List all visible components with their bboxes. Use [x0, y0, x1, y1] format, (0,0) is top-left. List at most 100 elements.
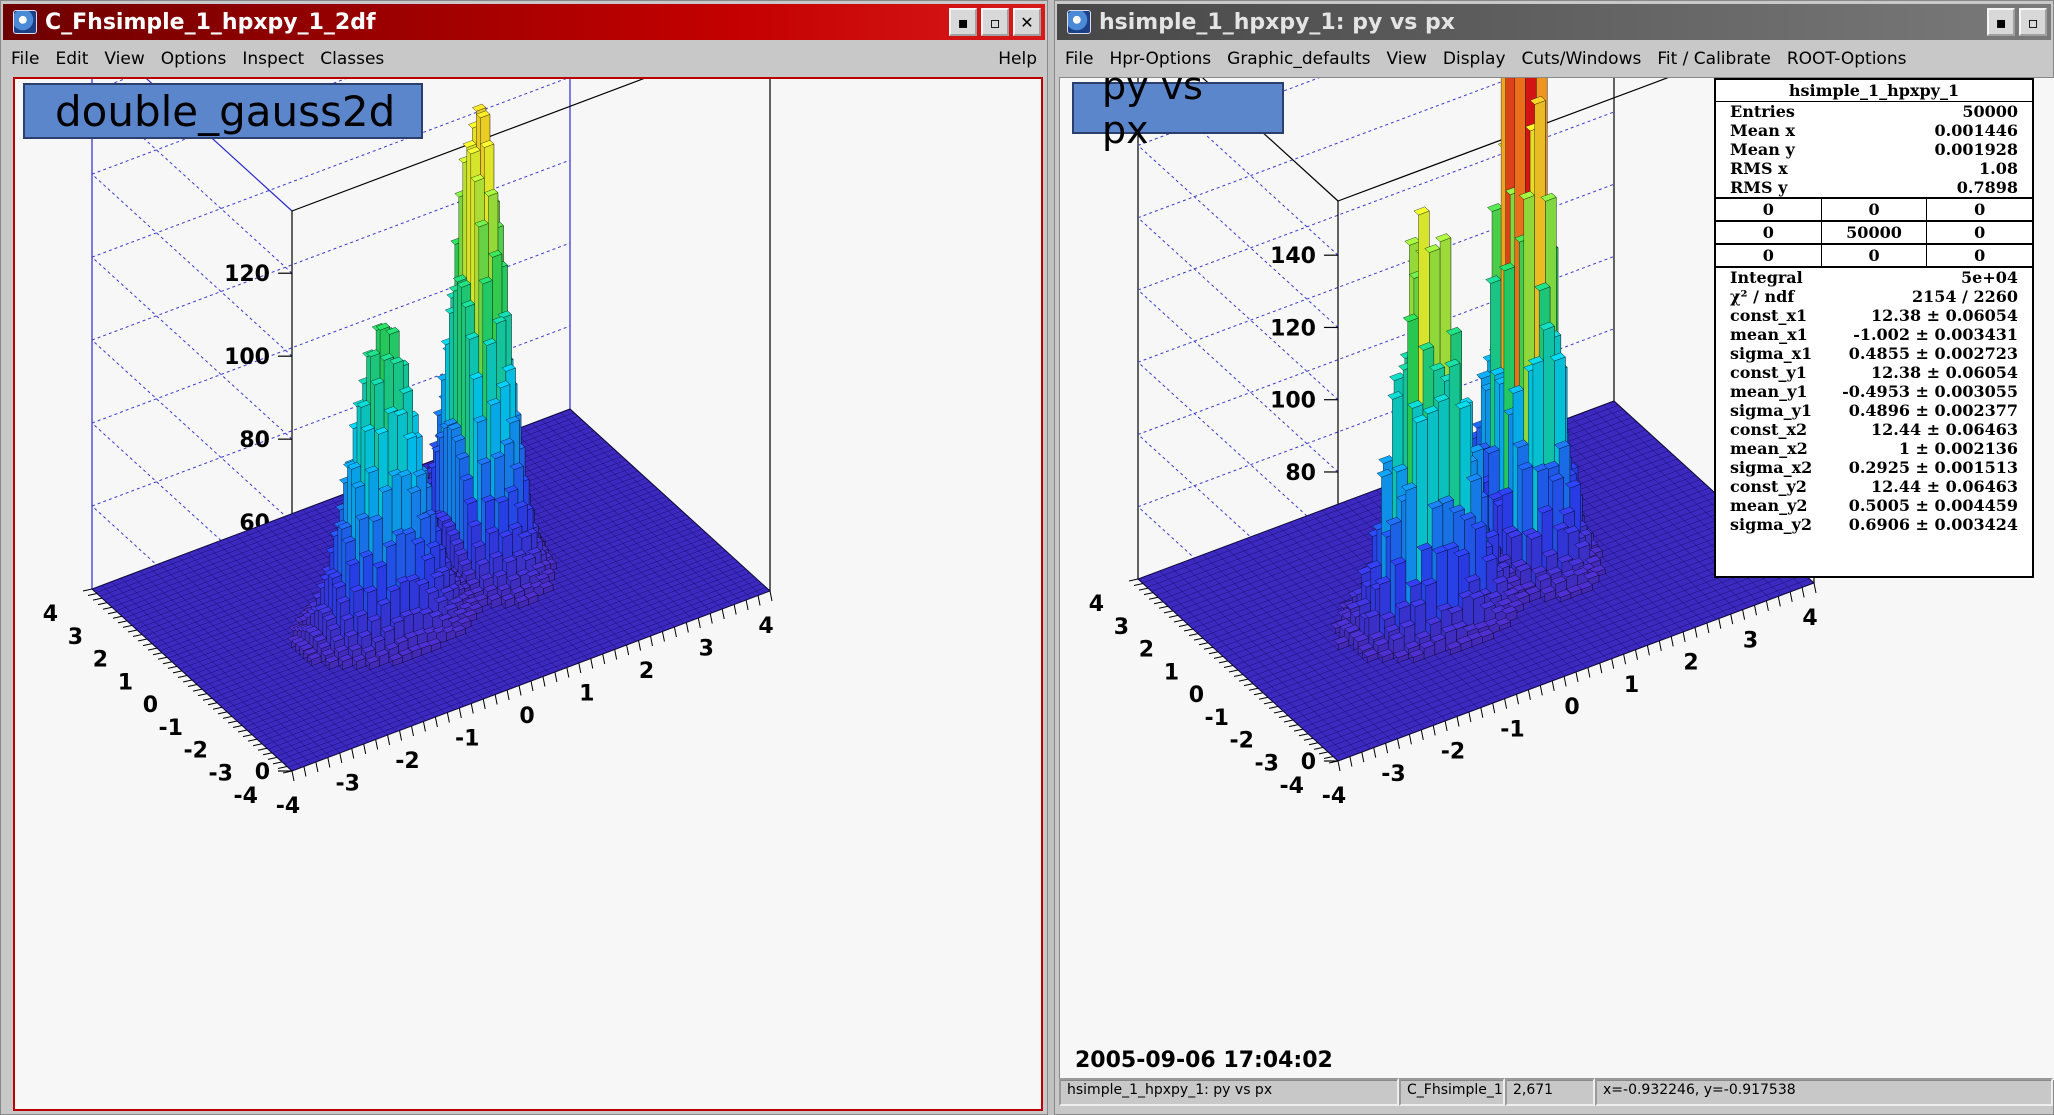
root-app-icon[interactable]: [13, 10, 37, 34]
surface-cell: [390, 615, 405, 624]
surface-cell: [1546, 566, 1563, 576]
status-coords: x=-0.932246, y=-0.917538: [1595, 1078, 2053, 1106]
menu-classes[interactable]: Classes: [320, 49, 385, 69]
y-minor-tick: [1263, 701, 1274, 705]
x-minor-tick: [363, 743, 367, 755]
left-canvas[interactable]: 020406080100120-4-3-2-101234-4-3-2-10123…: [13, 0, 1043, 1111]
y-minor-tick: [82, 588, 93, 592]
y-minor-tick: [1218, 660, 1229, 664]
maximize-button[interactable]: ▫: [981, 8, 1009, 36]
y-minor-tick: [102, 606, 113, 610]
surface-cell: [374, 426, 389, 435]
y-minor-tick: [127, 629, 138, 633]
close-button[interactable]: ✕: [1013, 8, 1041, 36]
stat-value: 12.44 ± 0.06463: [1870, 420, 2018, 439]
surface-cell: [1445, 641, 1462, 650]
x-minor-tick: [733, 604, 737, 615]
surface-cell: [1436, 602, 1453, 612]
x-minor-tick: [291, 770, 295, 782]
x-minor-tick: [1682, 631, 1686, 643]
grid-line: [91, 0, 556, 175]
stats-box[interactable]: hsimple_1_hpxpy_1 Entries 50000 Mean x 0.00…: [1714, 78, 2034, 578]
menu-hpr-options[interactable]: Hpr-Options: [1109, 49, 1212, 69]
surface-cell: [1565, 479, 1582, 489]
stat-label: const_y2: [1730, 477, 1807, 496]
surface-cell: [364, 465, 379, 474]
x-minor-tick: [685, 622, 689, 633]
surface-cell: [1557, 554, 1574, 564]
maximize-button[interactable]: ▫: [2019, 8, 2047, 36]
menu-file[interactable]: File: [1065, 49, 1094, 69]
floor-mesh: [560, 412, 761, 595]
left-titlebar[interactable]: C_Fhsimple_1_hpxpy_1_2df ▪ ▫ ✕: [3, 4, 1045, 40]
surface-cell: [357, 630, 372, 638]
surface-cell: [422, 626, 438, 635]
surface-cell: [1541, 548, 1558, 558]
menu-view[interactable]: View: [1386, 49, 1427, 69]
y-minor-tick: [247, 738, 258, 742]
grid-line: [91, 76, 571, 258]
surface-cell: [1465, 473, 1482, 482]
menu-view[interactable]: View: [104, 49, 145, 69]
surface-cell: [1479, 600, 1496, 610]
y-tick-label: 1: [118, 670, 133, 695]
menu-root-options[interactable]: ROOT-Options: [1786, 49, 1907, 69]
surface-cell: [1387, 391, 1404, 400]
surface-cell: [371, 635, 386, 643]
menu-cuts-windows[interactable]: Cuts/Windows: [1521, 49, 1642, 69]
menu-help[interactable]: Help: [998, 49, 1037, 69]
x-minor-tick: [1575, 671, 1579, 683]
surface-cell: [1576, 581, 1593, 590]
y-minor-tick: [87, 593, 98, 597]
surface-cell: [504, 485, 519, 493]
grid-line: [1137, 256, 1615, 435]
surface-cell: [488, 249, 503, 258]
surface-cell: [1403, 640, 1420, 650]
menu-edit[interactable]: Edit: [55, 49, 89, 69]
grid-line: [91, 325, 571, 507]
surface-cell: [437, 514, 453, 523]
menu-graphic-defaults[interactable]: Graphic_defaults: [1227, 49, 1371, 69]
x-minor-tick: [1587, 667, 1591, 678]
lego-plot-right[interactable]: 020406080100120140-4-3-2-101234-4-3-2-10…: [1060, 0, 2054, 1080]
y-minor-tick: [1233, 674, 1244, 678]
status-bin: 2,671: [1505, 1078, 1595, 1106]
surface-plot-left[interactable]: 020406080100120-4-3-2-101234-4-3-2-10123…: [15, 0, 1041, 1109]
surface-cell: [480, 140, 495, 148]
menu-options[interactable]: Options: [160, 49, 227, 69]
stat-label: sigma_x2: [1730, 458, 1813, 477]
x-minor-tick: [1670, 636, 1674, 647]
y-minor-tick: [267, 756, 278, 760]
surface-cell: [456, 280, 472, 288]
x-minor-tick: [578, 662, 582, 674]
menu-fit-calibrate[interactable]: Fit / Calibrate: [1657, 49, 1771, 69]
stat-value: 5e+04: [1961, 268, 2018, 287]
surface-cell: [383, 406, 398, 414]
surface-cell: [470, 174, 485, 182]
stat-label: Mean y: [1730, 140, 1795, 159]
right-canvas[interactable]: 020406080100120140-4-3-2-101234-4-3-2-10…: [1059, 0, 2054, 1081]
status-bar: hsimple_1_hpxpy_1: py vs px C_Fhsimple_1…: [1059, 1078, 2053, 1106]
surface-cell: [539, 580, 554, 589]
minimize-button[interactable]: ▪: [949, 8, 977, 36]
minimize-button[interactable]: ▪: [1987, 8, 2015, 36]
stat-grid-cell: 0: [1974, 246, 1986, 265]
fit-row: mean_y1 -0.4953 ± 0.003055: [1716, 382, 2032, 401]
surface-cell: [490, 451, 505, 460]
surface-cell: [365, 655, 380, 664]
surface-cell: [429, 570, 445, 579]
root-app-icon[interactable]: [1067, 10, 1091, 34]
surface-cell: [1376, 468, 1393, 478]
menu-display[interactable]: Display: [1442, 49, 1506, 69]
menu-inspect[interactable]: Inspect: [242, 49, 305, 69]
menu-file[interactable]: File: [11, 49, 40, 69]
right-titlebar[interactable]: hsimple_1_hpxpy_1: py vs px ▪ ▫: [1057, 4, 2051, 40]
surface-cell: [496, 380, 511, 389]
surface-cell: [500, 593, 516, 601]
x-minor-tick: [411, 725, 414, 737]
x-minor-tick: [697, 617, 701, 629]
surface-cell: [324, 655, 340, 664]
surface-cell: [441, 520, 457, 529]
surface-cell: [1517, 461, 1534, 471]
surface-cell: [527, 547, 542, 555]
